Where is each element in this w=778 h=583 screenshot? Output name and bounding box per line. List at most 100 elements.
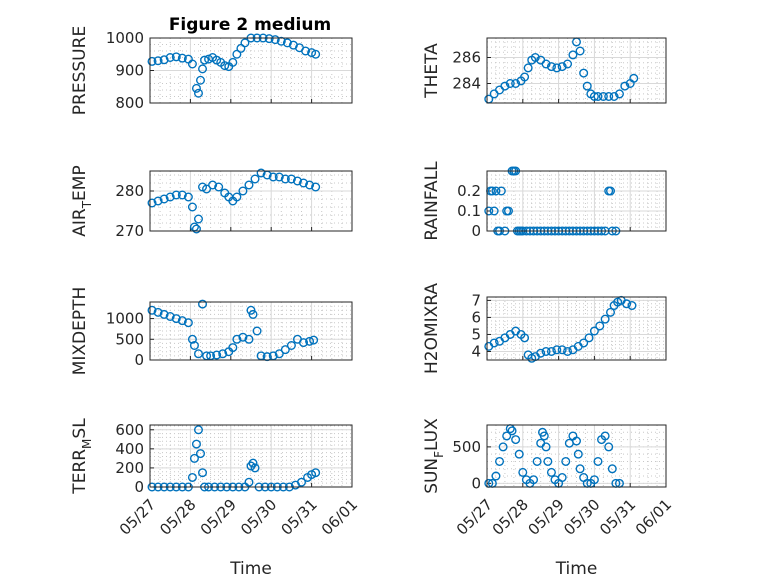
sun_flux-data-point bbox=[541, 442, 551, 452]
h2omixra-data-point bbox=[541, 346, 551, 356]
pressure-data-point bbox=[165, 53, 175, 63]
sun_flux-x-tick-label: 06/01 bbox=[632, 495, 675, 538]
h2omixra-data-point bbox=[627, 301, 637, 311]
h2omixra-data-point bbox=[489, 338, 499, 348]
h2omixra-data-point bbox=[600, 314, 610, 324]
theta-data-point bbox=[546, 62, 556, 72]
pressure-data-point bbox=[232, 49, 242, 59]
air_temp-axes: 270 280 AIRTEMP bbox=[70, 165, 353, 240]
theta-y-tick-label: 286 bbox=[452, 49, 481, 67]
pressure-data-point bbox=[301, 46, 311, 56]
theta-data-point bbox=[575, 46, 585, 56]
air_temp-data-point bbox=[256, 168, 266, 178]
sun_flux-data-point bbox=[502, 431, 512, 441]
h2omixra-data-point bbox=[622, 299, 632, 309]
air_temp-data-point bbox=[292, 176, 302, 186]
pressure-data-point bbox=[195, 75, 205, 85]
mixdepth-data-point bbox=[248, 309, 258, 319]
sun_flux-y-tick-label: 0 bbox=[471, 474, 481, 492]
theta-data-point bbox=[614, 89, 624, 99]
terr_msl-x-tick-label: 05/29 bbox=[197, 495, 240, 538]
sun_flux-data-point bbox=[546, 467, 556, 477]
air_temp-data-point bbox=[171, 190, 181, 200]
air_temp-data-point bbox=[202, 184, 212, 194]
sun_flux-data-point bbox=[543, 456, 553, 466]
theta-data-point bbox=[552, 63, 562, 73]
mixdepth-data-point bbox=[252, 326, 262, 336]
mixdepth-data-point bbox=[212, 350, 222, 360]
air_temp-data-point bbox=[311, 182, 321, 192]
sun_flux-x-tick-label: 05/30 bbox=[560, 495, 603, 538]
h2omixra-axes-frame bbox=[486, 296, 667, 361]
mixdepth-data-point bbox=[238, 332, 248, 342]
pressure-data-point bbox=[282, 38, 292, 48]
mixdepth-data-point bbox=[187, 334, 197, 344]
pressure-axes: 800 900 1000 PRESSURE bbox=[70, 26, 353, 115]
mixdepth-axes: 0 500 1000 MIXDEPTH bbox=[70, 287, 353, 376]
air_temp-data-point bbox=[187, 202, 197, 212]
sun_flux-data-point bbox=[491, 471, 501, 481]
sun_flux-y-tick-label: 500 bbox=[452, 438, 481, 456]
pressure-y-tick-label: 900 bbox=[115, 62, 144, 80]
sun_flux-data-point bbox=[572, 436, 582, 446]
mixdepth-data-point bbox=[299, 338, 309, 348]
sun_flux-data-point bbox=[514, 449, 524, 459]
sun_flux-data-point bbox=[593, 456, 603, 466]
air_temp-data-point bbox=[147, 198, 157, 208]
mixdepth-data-point bbox=[274, 349, 284, 359]
theta-data-point bbox=[530, 53, 540, 63]
theta-data-point bbox=[604, 91, 614, 101]
sun_flux-data-point bbox=[561, 456, 571, 466]
pressure-data-point bbox=[187, 59, 197, 69]
rainfall-data-point bbox=[489, 206, 499, 216]
mixdepth-data-point bbox=[305, 336, 315, 346]
h2omixra-y-tick-label: 4 bbox=[471, 342, 481, 360]
theta-data-point bbox=[563, 59, 573, 69]
theta-data-point bbox=[568, 50, 578, 60]
air_temp-y-tick-label: 270 bbox=[115, 222, 144, 240]
pressure-data-point bbox=[159, 55, 169, 65]
theta-data-point bbox=[520, 72, 530, 82]
mixdepth-y-axis-label: MIXDEPTH bbox=[70, 287, 90, 376]
h2omixra-data-point bbox=[584, 333, 594, 343]
sun_flux-data-point bbox=[539, 431, 549, 441]
pressure-y-axis-label: PRESSURE bbox=[70, 26, 90, 115]
terr_msl-y-axis-label: TERRMSL bbox=[70, 418, 94, 495]
rainfall-plot-area bbox=[487, 171, 666, 231]
terr_msl-x-tick-label: 05/31 bbox=[277, 495, 320, 538]
sun_flux-data-point bbox=[604, 442, 614, 452]
h2omixra-data-point bbox=[579, 338, 589, 348]
terr_msl-x-axis-label: Time bbox=[229, 559, 272, 579]
air_temp-data-point bbox=[280, 174, 290, 184]
air_temp-data-point bbox=[191, 224, 201, 234]
terr_msl-x-tick-label: 05/27 bbox=[116, 495, 159, 538]
rainfall-data-point bbox=[487, 186, 497, 196]
mixdepth-data-point bbox=[232, 334, 242, 344]
terr_msl-data-point bbox=[248, 458, 258, 468]
terr_msl-data-point bbox=[191, 439, 201, 449]
mixdepth-data-point bbox=[165, 312, 175, 322]
sun_flux-x-tick-label: 05/31 bbox=[596, 495, 639, 538]
rainfall-data-point bbox=[484, 206, 494, 216]
pressure-data-point bbox=[264, 34, 274, 44]
mixdepth-data-point bbox=[280, 345, 290, 355]
terr_msl-axes-frame bbox=[149, 424, 353, 488]
terr_msl-y-tick-label: 200 bbox=[115, 459, 144, 477]
air_temp-data-point bbox=[286, 174, 296, 184]
air_temp-data-point bbox=[193, 214, 203, 224]
air_temp-data-point bbox=[214, 182, 224, 192]
air_temp-data-point bbox=[268, 172, 278, 182]
rainfall-data-point bbox=[491, 186, 501, 196]
sun_flux-y-axis-label: SUNFLUX bbox=[422, 418, 446, 494]
air_temp-data-point bbox=[299, 178, 309, 188]
sun_flux-x-tick-label: 05/28 bbox=[489, 495, 532, 538]
theta-data-point bbox=[500, 81, 510, 91]
mixdepth-y-tick-label: 1000 bbox=[106, 310, 144, 328]
pressure-data-point bbox=[193, 88, 203, 98]
terr_msl-data-point bbox=[193, 425, 203, 435]
theta-data-point bbox=[629, 73, 639, 83]
h2omixra-data-point bbox=[536, 348, 546, 358]
sun_flux-data-point bbox=[557, 473, 567, 483]
